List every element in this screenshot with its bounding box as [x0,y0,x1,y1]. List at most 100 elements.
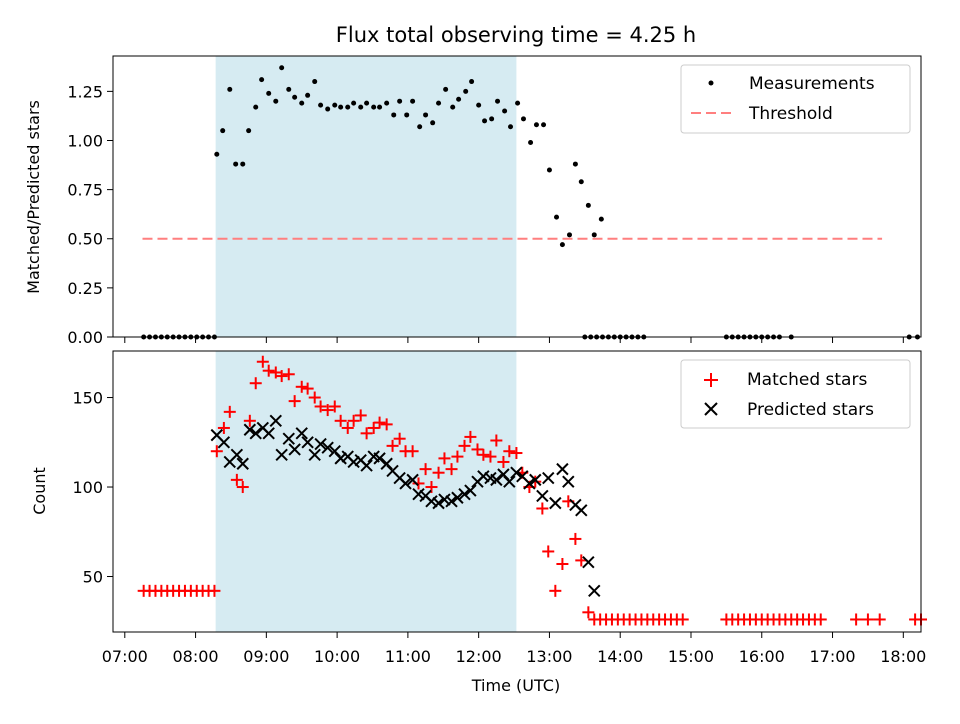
measurement-point [566,232,572,238]
measurement-point [410,98,416,104]
measurement-point [476,102,482,108]
matched-star-point [490,434,503,447]
predicted-star-point [314,437,327,451]
matched-star-point [295,380,308,393]
predicted-star-point [542,471,555,485]
matched-star-point [347,414,360,427]
measurement-point [417,124,423,130]
predicted-star-point [282,432,295,445]
measurement-point [572,161,578,167]
x-tick-label: 16:00 [739,647,785,666]
matched-star-point [582,606,595,619]
y-tick-label: 0.50 [67,230,103,249]
legend-predicted-label: Predicted stars [747,400,874,420]
matched-star-point [210,445,223,458]
measurement-point [345,104,351,110]
measurement-point [443,86,449,92]
matched-star-point [549,584,562,597]
measurement-point [546,167,552,173]
measurement-point [233,161,239,167]
matched-star-point [360,427,373,440]
matched-star-point [861,613,874,626]
matched-star-point [373,416,386,429]
x-tick-label: 13:00 [526,647,572,666]
predicted-star-point [360,459,373,472]
matched-star-point [380,418,393,431]
matched-star-point [471,443,484,456]
matched-star-point [445,463,458,476]
measurement-point [332,102,338,108]
measurement-point [436,100,442,106]
matched-star-point [367,421,380,434]
predicted-star-point [575,504,588,517]
matched-star-point [850,613,863,626]
x-tick-label: 12:00 [456,647,502,666]
matched-star-point [208,584,221,597]
predicted-star-point [217,436,231,449]
measurement-point [338,104,344,110]
top-observing-window [215,56,517,337]
matched-star-point [354,409,367,422]
matched-star-point [451,450,464,463]
measurement-point [253,104,259,110]
predicted-star-point [412,487,425,501]
predicted-star-point [243,423,257,436]
measurement-point [578,179,584,185]
bottom-y-ticks: 50 100 150 [72,389,113,587]
predicted-star-point [373,452,386,465]
bottom-y-axis-label: Count [30,467,49,515]
measurement-point [214,151,220,157]
measurement-point [364,100,370,106]
predicted-star-point [432,496,445,510]
matched-star-point [406,445,419,458]
matched-star-point [477,448,490,461]
matched-star-point [256,355,269,368]
bottom-legend: Matched stars Predicted stars [680,359,911,429]
measurement-point [515,100,521,106]
matched-star-point [464,430,477,443]
top-frame [112,55,922,338]
measurement-point [377,104,383,110]
measurement-point [273,98,279,104]
predicted-star-point [301,436,314,449]
measurement-point [292,94,298,100]
measurement-point [502,108,508,114]
top-legend: Measurements Threshold [680,64,911,134]
measurement-point [286,86,292,92]
legend-threshold-label: Threshold [748,104,833,124]
measurement-point [220,128,226,134]
measurement-point [318,102,324,108]
measurement-point [469,79,475,85]
matched-star-point [282,368,295,381]
y-tick-label: 1.25 [67,82,103,101]
matched-star-point [230,473,243,486]
measurement-point [391,112,397,118]
x-tick-label: 17:00 [809,647,855,666]
matched-star-point [484,450,497,463]
matched-star-point [308,391,321,404]
measurement-point [430,120,436,126]
predicted-star-point [438,493,451,506]
legend-matched-label: Matched stars [747,370,867,390]
x-tick-label: 18:00 [880,647,926,666]
top-x-ticks [124,337,904,343]
matched-star-point [249,377,262,390]
x-tick-label: 14:00 [597,647,643,666]
matched-star-point [503,445,516,458]
matched-star-point [334,414,347,427]
matched-star-point [236,481,249,494]
measurement-point [423,112,429,118]
predicted-star-point [425,495,438,508]
matched-star-point [542,545,555,558]
matched-star-point [510,447,523,460]
predicted-star-point [321,441,334,454]
predicted-star-point [308,448,321,462]
chart-title: Flux total observing time = 4.25 h [336,23,696,47]
predicted-star-point [236,457,249,470]
predicted-star-point [399,477,412,490]
measurement-point [559,242,565,248]
measurement-point [598,216,604,222]
matched-star-point [321,404,334,417]
matched-star-point [262,364,275,377]
matched-star-point [243,414,256,427]
